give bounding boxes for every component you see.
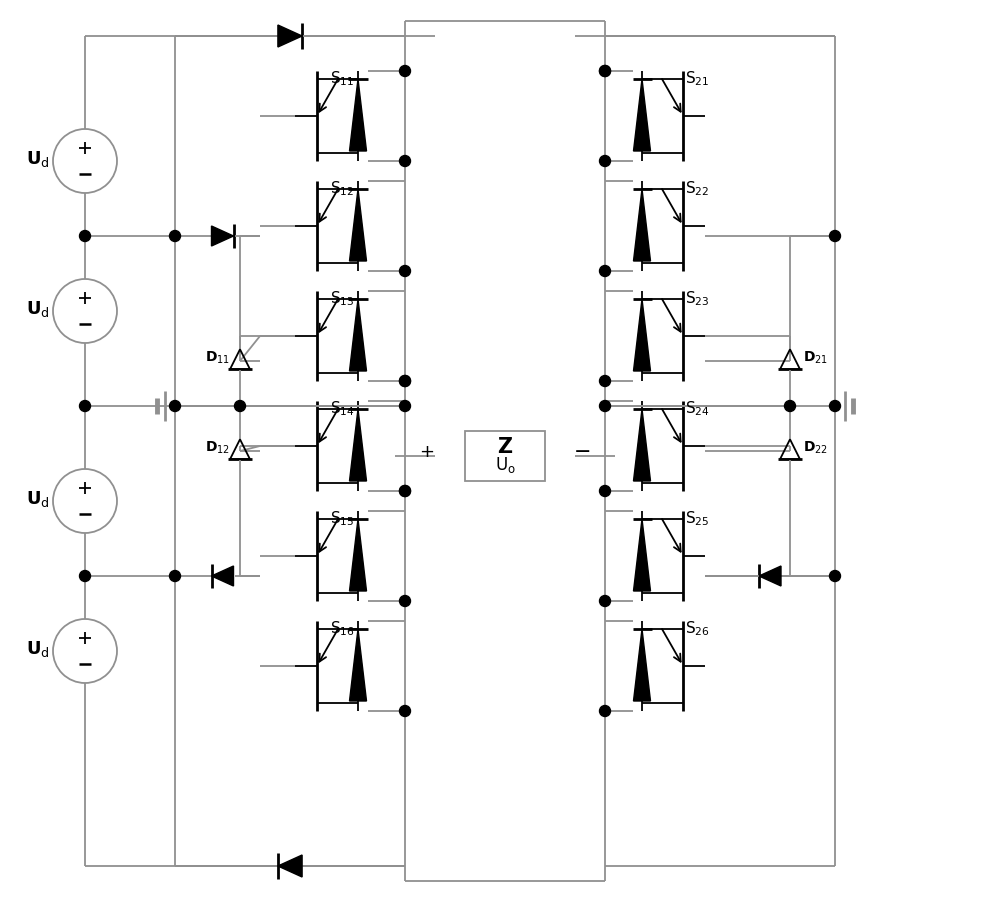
Text: U$_\mathsf{d}$: U$_\mathsf{d}$ bbox=[26, 149, 50, 169]
Polygon shape bbox=[212, 566, 234, 586]
Polygon shape bbox=[278, 25, 302, 47]
Polygon shape bbox=[634, 189, 650, 261]
Text: $\mathsf{S}$$_{16}$: $\mathsf{S}$$_{16}$ bbox=[330, 619, 355, 638]
Polygon shape bbox=[212, 226, 234, 246]
Circle shape bbox=[600, 65, 610, 76]
Text: $\mathsf{S}$$_{11}$: $\mathsf{S}$$_{11}$ bbox=[330, 69, 354, 88]
Polygon shape bbox=[350, 299, 366, 371]
Circle shape bbox=[400, 596, 411, 607]
Text: D$_{22}$: D$_{22}$ bbox=[803, 440, 828, 456]
FancyBboxPatch shape bbox=[465, 431, 545, 481]
Circle shape bbox=[400, 485, 411, 496]
Circle shape bbox=[830, 401, 840, 412]
Text: D$_{11}$: D$_{11}$ bbox=[205, 350, 230, 367]
Circle shape bbox=[784, 401, 796, 412]
Circle shape bbox=[400, 705, 411, 717]
Text: $\mathsf{S}$$_{25}$: $\mathsf{S}$$_{25}$ bbox=[685, 509, 709, 528]
Circle shape bbox=[80, 401, 90, 412]
Circle shape bbox=[600, 705, 610, 717]
Text: +: + bbox=[420, 443, 434, 461]
Text: $\mathsf{S}$$_{23}$: $\mathsf{S}$$_{23}$ bbox=[685, 289, 710, 308]
Text: $\mathsf{S}$$_{24}$: $\mathsf{S}$$_{24}$ bbox=[685, 400, 710, 418]
Circle shape bbox=[600, 485, 610, 496]
Text: U$_\mathsf{o}$: U$_\mathsf{o}$ bbox=[495, 455, 515, 475]
Circle shape bbox=[400, 265, 411, 276]
Polygon shape bbox=[759, 566, 781, 586]
Circle shape bbox=[170, 230, 180, 241]
Circle shape bbox=[600, 401, 610, 412]
Text: $\mathsf{S}$$_{14}$: $\mathsf{S}$$_{14}$ bbox=[330, 400, 355, 418]
Polygon shape bbox=[350, 409, 366, 481]
Circle shape bbox=[400, 376, 411, 387]
Polygon shape bbox=[634, 79, 650, 151]
Circle shape bbox=[600, 265, 610, 276]
Circle shape bbox=[400, 156, 411, 167]
Polygon shape bbox=[350, 629, 366, 701]
Polygon shape bbox=[634, 409, 650, 481]
Circle shape bbox=[234, 401, 246, 412]
Text: Z: Z bbox=[497, 437, 513, 457]
Circle shape bbox=[400, 376, 411, 387]
Text: U$_\mathsf{d}$: U$_\mathsf{d}$ bbox=[26, 489, 50, 509]
Text: U$_\mathsf{d}$: U$_\mathsf{d}$ bbox=[26, 299, 50, 319]
Polygon shape bbox=[278, 855, 302, 877]
Circle shape bbox=[170, 401, 180, 412]
Circle shape bbox=[400, 485, 411, 496]
Text: $\mathsf{S}$$_{26}$: $\mathsf{S}$$_{26}$ bbox=[685, 619, 710, 638]
Circle shape bbox=[600, 156, 610, 167]
Polygon shape bbox=[634, 629, 650, 701]
Circle shape bbox=[400, 401, 411, 412]
Circle shape bbox=[830, 570, 840, 581]
Text: $\mathsf{S}$$_{13}$: $\mathsf{S}$$_{13}$ bbox=[330, 289, 355, 308]
Text: $\mathsf{S}$$_{21}$: $\mathsf{S}$$_{21}$ bbox=[685, 69, 709, 88]
Circle shape bbox=[600, 65, 610, 76]
Circle shape bbox=[600, 376, 610, 387]
Text: D$_{12}$: D$_{12}$ bbox=[205, 440, 230, 456]
Polygon shape bbox=[350, 519, 366, 591]
Circle shape bbox=[830, 230, 840, 241]
Circle shape bbox=[170, 570, 180, 581]
Polygon shape bbox=[634, 519, 650, 591]
Text: D$_{21}$: D$_{21}$ bbox=[803, 350, 828, 367]
Text: $\mathsf{S}$$_{22}$: $\mathsf{S}$$_{22}$ bbox=[685, 180, 709, 198]
Text: $\mathsf{S}$$_{15}$: $\mathsf{S}$$_{15}$ bbox=[330, 509, 354, 528]
Circle shape bbox=[80, 230, 90, 241]
Circle shape bbox=[600, 596, 610, 607]
Polygon shape bbox=[350, 79, 366, 151]
Text: $\mathsf{S}$$_{12}$: $\mathsf{S}$$_{12}$ bbox=[330, 180, 354, 198]
Circle shape bbox=[80, 570, 90, 581]
Circle shape bbox=[400, 65, 411, 76]
Text: U$_\mathsf{d}$: U$_\mathsf{d}$ bbox=[26, 639, 50, 659]
Polygon shape bbox=[350, 189, 366, 261]
Text: −: − bbox=[574, 442, 592, 462]
Polygon shape bbox=[634, 299, 650, 371]
